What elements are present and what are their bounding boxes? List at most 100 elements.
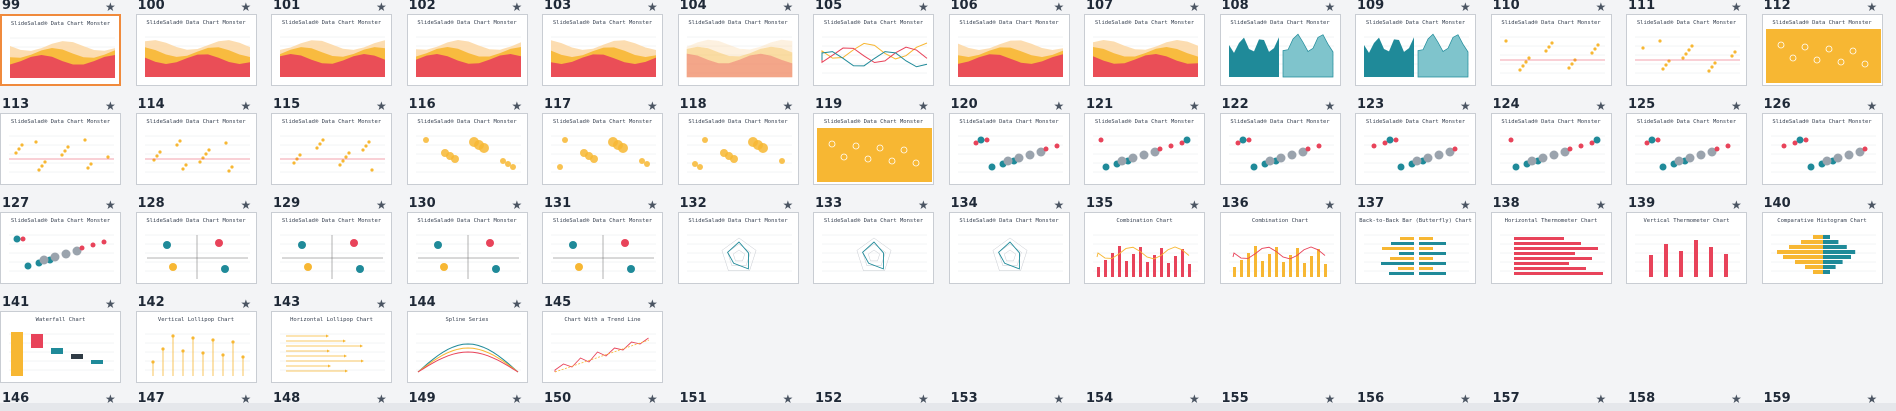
favorite-star-icon[interactable]: ★ bbox=[376, 198, 387, 212]
favorite-star-icon[interactable]: ★ bbox=[1866, 198, 1878, 212]
favorite-star-icon[interactable]: ★ bbox=[1731, 198, 1742, 212]
favorite-star-icon[interactable]: ★ bbox=[240, 297, 252, 311]
favorite-star-icon[interactable]: ★ bbox=[782, 0, 794, 14]
favorite-star-icon[interactable]: ★ bbox=[240, 99, 252, 113]
favorite-star-icon[interactable]: ★ bbox=[1866, 392, 1878, 406]
slide-thumbnail[interactable]: SlideSalad® Data Chart Monster bbox=[1490, 14, 1612, 86]
favorite-star-icon[interactable]: ★ bbox=[240, 0, 252, 14]
favorite-star-icon[interactable]: ★ bbox=[376, 297, 387, 311]
slide-thumbnail[interactable]: SlideSalad® Data Chart Monster bbox=[406, 212, 528, 284]
slide-thumbnail[interactable]: Combination Chart bbox=[1219, 212, 1341, 284]
favorite-star-icon[interactable]: ★ bbox=[647, 297, 658, 311]
slide-thumbnail[interactable]: Back-to-Back Bar (Butterfly) Chart bbox=[1355, 212, 1476, 284]
favorite-star-icon[interactable]: ★ bbox=[647, 392, 658, 406]
slide-thumbnail[interactable]: SlideSalad® Data Chart Monster bbox=[677, 113, 799, 185]
favorite-star-icon[interactable]: ★ bbox=[1053, 0, 1065, 14]
slide-thumbnail[interactable]: SlideSalad® Data Chart Monster bbox=[948, 14, 1070, 86]
favorite-star-icon[interactable]: ★ bbox=[918, 0, 929, 14]
favorite-star-icon[interactable]: ★ bbox=[1866, 0, 1878, 14]
slide-thumbnail[interactable]: SlideSalad® Data Chart Monster bbox=[0, 212, 121, 284]
favorite-star-icon[interactable]: ★ bbox=[1460, 392, 1471, 406]
favorite-star-icon[interactable]: ★ bbox=[105, 392, 116, 406]
slide-thumbnail[interactable]: SlideSalad® Data Chart Monster bbox=[948, 212, 1070, 284]
favorite-star-icon[interactable]: ★ bbox=[647, 198, 658, 212]
favorite-star-icon[interactable]: ★ bbox=[782, 392, 794, 406]
slide-thumbnail[interactable]: SlideSalad® Data Chart Monster bbox=[677, 14, 799, 86]
slide-thumbnail[interactable]: SlideSalad® Data Chart Monster bbox=[542, 212, 663, 284]
favorite-star-icon[interactable]: ★ bbox=[1189, 392, 1200, 406]
slide-thumbnail[interactable]: Vertical Lollipop Chart bbox=[135, 311, 257, 383]
favorite-star-icon[interactable]: ★ bbox=[240, 392, 252, 406]
favorite-star-icon[interactable]: ★ bbox=[1324, 392, 1336, 406]
slide-thumbnail[interactable]: SlideSalad® Data Chart Monster bbox=[1761, 113, 1883, 185]
horizontal-scrollbar[interactable] bbox=[0, 403, 1896, 411]
favorite-star-icon[interactable]: ★ bbox=[1324, 99, 1336, 113]
slide-thumbnail[interactable]: SlideSalad® Data Chart Monster bbox=[271, 113, 392, 185]
slide-thumbnail[interactable]: SlideSalad® Data Chart Monster bbox=[135, 212, 257, 284]
slide-thumbnail[interactable]: SlideSalad® Data Chart Monster bbox=[1355, 113, 1476, 185]
slide-thumbnail[interactable]: SlideSalad® Data Chart Monster bbox=[1761, 14, 1883, 86]
favorite-star-icon[interactable]: ★ bbox=[1189, 0, 1200, 14]
slide-thumbnail[interactable]: SlideSalad® Data Chart Monster bbox=[0, 14, 121, 86]
favorite-star-icon[interactable]: ★ bbox=[1460, 198, 1471, 212]
favorite-star-icon[interactable]: ★ bbox=[1731, 392, 1742, 406]
favorite-star-icon[interactable]: ★ bbox=[105, 198, 116, 212]
slide-thumbnail[interactable]: SlideSalad® Data Chart Monster bbox=[1084, 14, 1205, 86]
slide-thumbnail[interactable]: SlideSalad® Data Chart Monster bbox=[1355, 14, 1476, 86]
favorite-star-icon[interactable]: ★ bbox=[511, 198, 523, 212]
slide-thumbnail[interactable]: Waterfall Chart bbox=[0, 311, 121, 383]
slide-thumbnail[interactable]: SlideSalad® Data Chart Monster bbox=[1084, 113, 1205, 185]
slide-thumbnail[interactable]: SlideSalad® Data Chart Monster bbox=[542, 14, 663, 86]
favorite-star-icon[interactable]: ★ bbox=[1053, 392, 1065, 406]
favorite-star-icon[interactable]: ★ bbox=[647, 99, 658, 113]
favorite-star-icon[interactable]: ★ bbox=[1595, 0, 1607, 14]
favorite-star-icon[interactable]: ★ bbox=[511, 392, 523, 406]
favorite-star-icon[interactable]: ★ bbox=[1324, 0, 1336, 14]
slide-thumbnail[interactable]: Chart With a Trend Line bbox=[542, 311, 663, 383]
favorite-star-icon[interactable]: ★ bbox=[240, 198, 252, 212]
favorite-star-icon[interactable]: ★ bbox=[1595, 99, 1607, 113]
slide-thumbnail[interactable]: SlideSalad® Data Chart Monster bbox=[135, 113, 257, 185]
slide-thumbnail[interactable]: Spline Series bbox=[406, 311, 528, 383]
favorite-star-icon[interactable]: ★ bbox=[376, 0, 387, 14]
slide-thumbnail[interactable]: Comparative Histogram Chart bbox=[1761, 212, 1883, 284]
slide-thumbnail[interactable]: SlideSalad® Data Chart Monster bbox=[813, 212, 934, 284]
favorite-star-icon[interactable]: ★ bbox=[511, 297, 523, 311]
slide-thumbnail[interactable]: SlideSalad® Data Chart Monster bbox=[1626, 14, 1747, 86]
favorite-star-icon[interactable]: ★ bbox=[1460, 0, 1471, 14]
slide-thumbnail[interactable]: SlideSalad® Data Chart Monster bbox=[271, 212, 392, 284]
favorite-star-icon[interactable]: ★ bbox=[1189, 99, 1200, 113]
slide-thumbnail[interactable]: SlideSalad® Data Chart Monster bbox=[1626, 113, 1747, 185]
slide-thumbnail[interactable]: SlideSalad® Data Chart Monster bbox=[1219, 113, 1341, 185]
favorite-star-icon[interactable]: ★ bbox=[105, 0, 116, 14]
favorite-star-icon[interactable]: ★ bbox=[1595, 392, 1607, 406]
favorite-star-icon[interactable]: ★ bbox=[1189, 198, 1200, 212]
favorite-star-icon[interactable]: ★ bbox=[1595, 198, 1607, 212]
favorite-star-icon[interactable]: ★ bbox=[918, 392, 929, 406]
favorite-star-icon[interactable]: ★ bbox=[376, 392, 387, 406]
slide-thumbnail[interactable]: Horizontal Thermometer Chart bbox=[1490, 212, 1612, 284]
favorite-star-icon[interactable]: ★ bbox=[376, 99, 387, 113]
favorite-star-icon[interactable]: ★ bbox=[511, 0, 523, 14]
favorite-star-icon[interactable]: ★ bbox=[1460, 99, 1471, 113]
slide-thumbnail[interactable]: Vertical Thermometer Chart bbox=[1626, 212, 1747, 284]
slide-thumbnail[interactable]: SlideSalad® Data Chart Monster bbox=[813, 14, 934, 86]
slide-thumbnail[interactable]: SlideSalad® Data Chart Monster bbox=[1219, 14, 1341, 86]
favorite-star-icon[interactable]: ★ bbox=[782, 99, 794, 113]
slide-thumbnail[interactable]: Combination Chart bbox=[1084, 212, 1205, 284]
slide-thumbnail[interactable]: SlideSalad® Data Chart Monster bbox=[406, 14, 528, 86]
favorite-star-icon[interactable]: ★ bbox=[918, 198, 929, 212]
favorite-star-icon[interactable]: ★ bbox=[918, 99, 929, 113]
slide-thumbnail[interactable]: SlideSalad® Data Chart Monster bbox=[813, 113, 934, 185]
favorite-star-icon[interactable]: ★ bbox=[1053, 99, 1065, 113]
slide-thumbnail[interactable]: SlideSalad® Data Chart Monster bbox=[948, 113, 1070, 185]
slide-thumbnail[interactable]: SlideSalad® Data Chart Monster bbox=[271, 14, 392, 86]
favorite-star-icon[interactable]: ★ bbox=[1053, 198, 1065, 212]
favorite-star-icon[interactable]: ★ bbox=[511, 99, 523, 113]
slide-thumbnail[interactable]: Horizontal Lollipop Chart bbox=[271, 311, 392, 383]
slide-thumbnail[interactable]: SlideSalad® Data Chart Monster bbox=[406, 113, 528, 185]
favorite-star-icon[interactable]: ★ bbox=[105, 297, 116, 311]
slide-thumbnail[interactable]: SlideSalad® Data Chart Monster bbox=[135, 14, 257, 86]
favorite-star-icon[interactable]: ★ bbox=[105, 99, 116, 113]
favorite-star-icon[interactable]: ★ bbox=[782, 198, 794, 212]
